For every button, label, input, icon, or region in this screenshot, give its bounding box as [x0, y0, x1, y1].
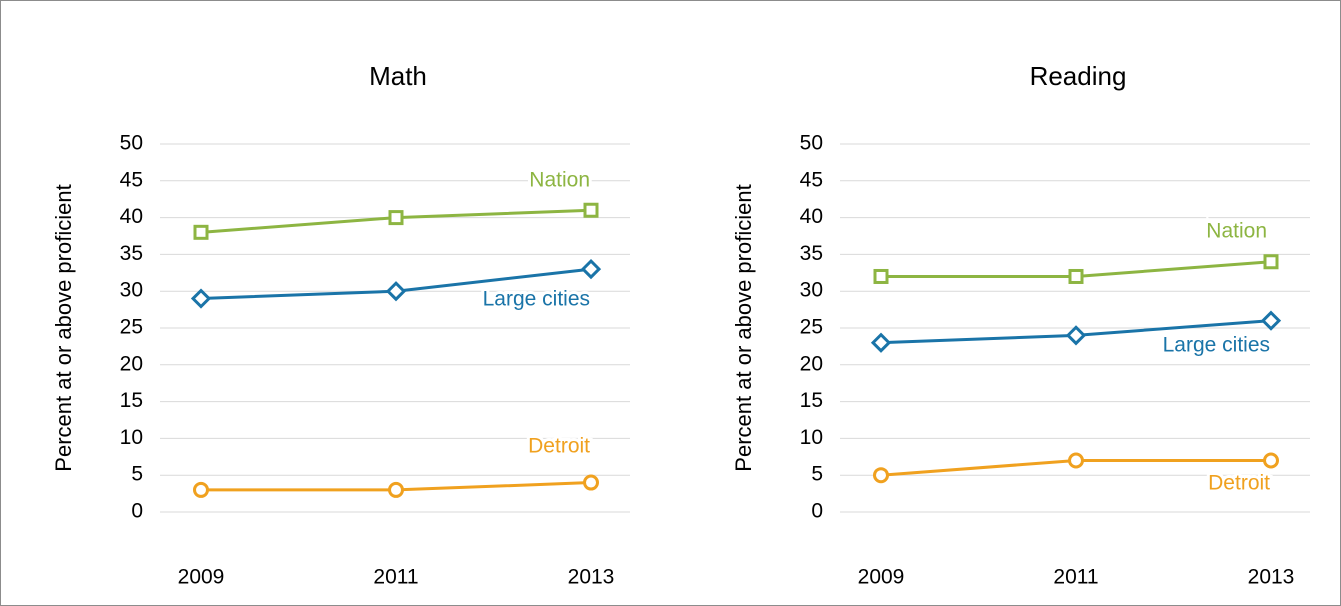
y-tick-label: 40	[120, 205, 143, 228]
y-tick-label: 50	[120, 132, 143, 155]
y-tick-label: 10	[120, 426, 143, 449]
marker	[190, 288, 212, 309]
y-tick-label: 30	[120, 279, 143, 302]
y-tick-label: 25	[800, 316, 823, 339]
marker	[870, 332, 892, 353]
y-tick-label: 25	[120, 316, 143, 339]
y-tick-label: 0	[131, 500, 143, 523]
chart-title: Math	[369, 61, 427, 91]
marker	[388, 481, 404, 498]
series-label: Detroit	[1208, 472, 1270, 495]
x-tick-label: 2013	[1248, 566, 1295, 589]
y-tick-label: 10	[800, 426, 823, 449]
marker	[1260, 310, 1282, 331]
chart-title: Reading	[1030, 61, 1127, 91]
marker	[583, 474, 599, 491]
marker	[388, 210, 404, 226]
y-tick-label: 45	[800, 168, 823, 191]
y-tick-label: 5	[131, 463, 143, 486]
marker	[193, 224, 209, 240]
x-tick-label: 2011	[1053, 566, 1098, 589]
marker	[583, 202, 599, 218]
x-tick-label: 2009	[178, 566, 225, 589]
marker	[580, 258, 602, 280]
marker	[1065, 325, 1087, 346]
series-label: Nation	[529, 169, 590, 192]
marker	[1263, 452, 1279, 469]
series-label: Large cities	[1163, 334, 1270, 357]
y-tick-label: 0	[811, 500, 823, 523]
series-label: Large cities	[483, 288, 590, 311]
y-axis-title: Percent at or above proficient	[731, 184, 756, 471]
y-tick-label: 35	[800, 242, 823, 265]
series-label: Nation	[1206, 220, 1267, 243]
marker	[1068, 452, 1084, 469]
y-tick-label: 20	[120, 352, 143, 375]
y-tick-label: 5	[811, 463, 823, 486]
x-tick-label: 2011	[373, 566, 418, 589]
x-tick-label: 2013	[568, 566, 615, 589]
y-axis-title: Percent at or above proficient	[51, 184, 76, 471]
marker	[193, 481, 209, 498]
y-tick-label: 20	[800, 352, 823, 375]
y-tick-label: 15	[800, 389, 823, 412]
y-tick-label: 50	[800, 132, 823, 155]
y-tick-label: 30	[800, 279, 823, 302]
y-tick-label: 40	[800, 205, 823, 228]
series-label: Detroit	[528, 435, 590, 458]
marker	[1263, 254, 1279, 270]
x-tick-label: 2009	[858, 566, 905, 589]
marker	[1068, 268, 1084, 284]
y-tick-label: 35	[120, 242, 143, 265]
marker	[873, 467, 889, 484]
marker	[873, 268, 889, 284]
y-tick-label: 45	[120, 168, 143, 191]
marker	[385, 281, 407, 302]
y-tick-label: 15	[120, 389, 143, 412]
